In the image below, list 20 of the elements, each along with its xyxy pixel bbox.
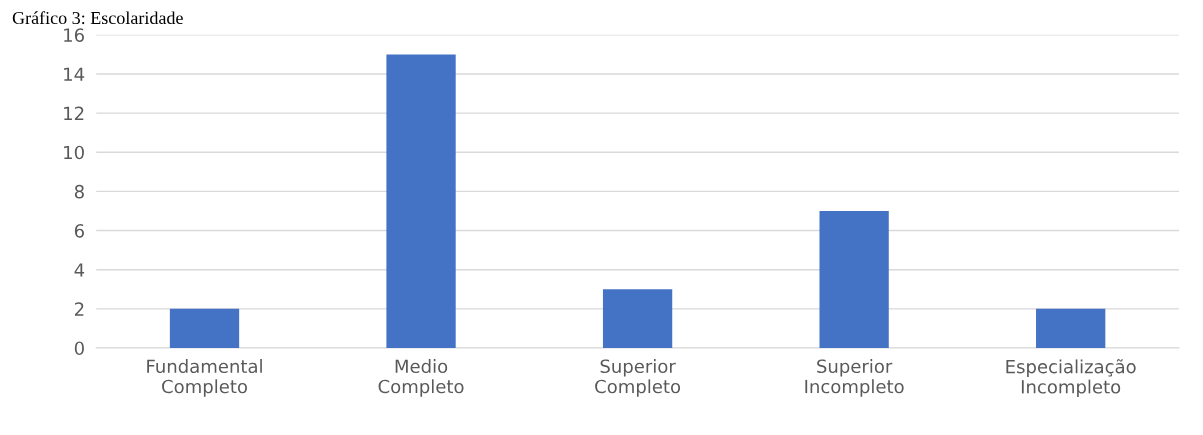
bar (169, 308, 240, 348)
y-tick-label: 10 (64, 145, 84, 160)
y-tick-label: 12 (64, 106, 84, 120)
y-tick-label: 16 (64, 28, 84, 42)
y-tick-label: 4 (74, 263, 85, 277)
y-tick-label: 8 (74, 184, 84, 199)
y-tick-label: 14 (64, 67, 85, 81)
chart-title: Gráfico 3: Escolaridade (12, 11, 183, 25)
bar (1036, 308, 1106, 348)
y-tick-label: 2 (74, 302, 84, 316)
bar (602, 289, 673, 348)
x-tick-label: Especialização Incompleto (1006, 359, 1136, 398)
bar (819, 210, 889, 348)
x-tick-label: Medio Completo (378, 359, 464, 397)
x-tick-label: Superior Completo (595, 359, 681, 397)
y-tick-label: 0 (74, 341, 84, 356)
x-tick-label: Fundamental Completo (147, 359, 262, 397)
y-tick-label: 6 (74, 224, 84, 238)
bar (386, 54, 456, 348)
x-tick-label: Superior Incompleto (805, 359, 904, 397)
